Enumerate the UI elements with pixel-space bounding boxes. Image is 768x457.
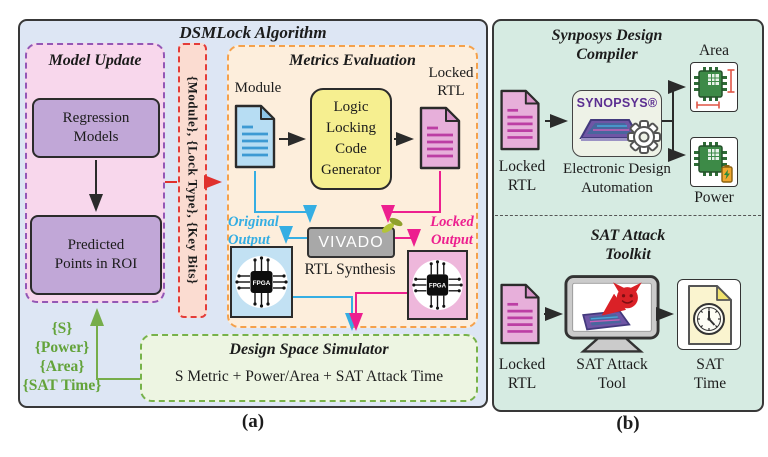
rtl-synthesis-label: RTL Synthesis (304, 261, 396, 278)
gear-icon (626, 119, 662, 155)
design-space-simulator-box (140, 334, 478, 402)
params-strip-text: {Module}, {Lock Type}, {Key Bits} (185, 76, 201, 285)
metrics-evaluation-title: Metrics Evaluation (289, 52, 416, 69)
locked-rtl-document-icon-b2 (498, 282, 542, 346)
clock-icon (693, 302, 725, 335)
fpga-original-icon: FPGA (230, 246, 293, 318)
module-label: Module (234, 80, 282, 96)
fpga-locked-icon: FPGA (407, 250, 468, 320)
screen-chip-board (582, 310, 631, 331)
sat-time-label: SAT Time (693, 356, 727, 392)
logic-locking-generator-box: Logic Locking Code Generator (310, 88, 392, 190)
module-document-icon (233, 103, 277, 170)
sat-attack-tool-label: SAT Attack Tool (576, 356, 648, 392)
panel-b-label: (b) (616, 413, 640, 434)
synopsys-logo: SYNOPSYS® (576, 96, 658, 110)
synopsys-compiler-title: Synposys Design Compiler (551, 27, 663, 64)
design-space-simulator-title: Design Space Simulator (229, 341, 389, 358)
locked-rtl-document-icon (418, 105, 462, 171)
power-label: Power (694, 189, 734, 206)
synopsys-eda-box: SYNOPSYS® (572, 90, 662, 157)
panel-b-separator (495, 215, 761, 216)
param-area: {Area} (39, 358, 85, 375)
simulator-formula: S Metric + Power/Area + SAT Attack Time (174, 368, 444, 385)
xilinx-leaf-icon (379, 214, 405, 236)
locked-rtl-label-a: Locked RTL (428, 65, 474, 100)
area-dimension-marks (696, 69, 735, 109)
param-power: {Power} (34, 339, 90, 356)
area-chip-icon (694, 67, 735, 109)
vivado-logo-text: VIVADO (318, 233, 384, 251)
original-output-label: Original Output (228, 214, 279, 249)
locked-rtl-document-icon-b1 (498, 88, 542, 152)
sat-time-document-icon (688, 284, 732, 345)
sat-attack-tool-icon (564, 274, 660, 356)
params-strip: {Module}, {Lock Type}, {Key Bits} (178, 43, 207, 318)
sat-time-box (677, 279, 741, 350)
panel-a-label: (a) (241, 411, 265, 432)
param-sat-time: {SAT Time} (22, 377, 102, 394)
eda-label: Electronic Design Automation (563, 161, 671, 196)
locked-output-label: Locked Output (430, 214, 474, 249)
fpga-text: FPGA (253, 280, 271, 287)
area-label: Area (698, 42, 730, 59)
devil-attack-arrow (601, 293, 627, 316)
panel-a-title: DSMLock Algorithm (179, 23, 327, 42)
fpga-text: FPGA (429, 283, 447, 290)
param-s: {S} (51, 320, 73, 337)
power-chip-icon (694, 142, 733, 183)
sat-toolkit-title: SAT Attack Toolkit (590, 227, 666, 264)
area-box (690, 62, 738, 112)
model-update-title: Model Update (48, 52, 142, 69)
battery-icon (721, 165, 733, 183)
vivado-box: VIVADO (307, 227, 395, 258)
locked-rtl-label-b2: Locked RTL (498, 356, 546, 392)
regression-models-box: Regression Models (32, 98, 160, 158)
predicted-points-box: Predicted Points in ROI (30, 215, 162, 295)
locked-rtl-label-b1: Locked RTL (498, 158, 546, 194)
power-box (690, 137, 738, 187)
